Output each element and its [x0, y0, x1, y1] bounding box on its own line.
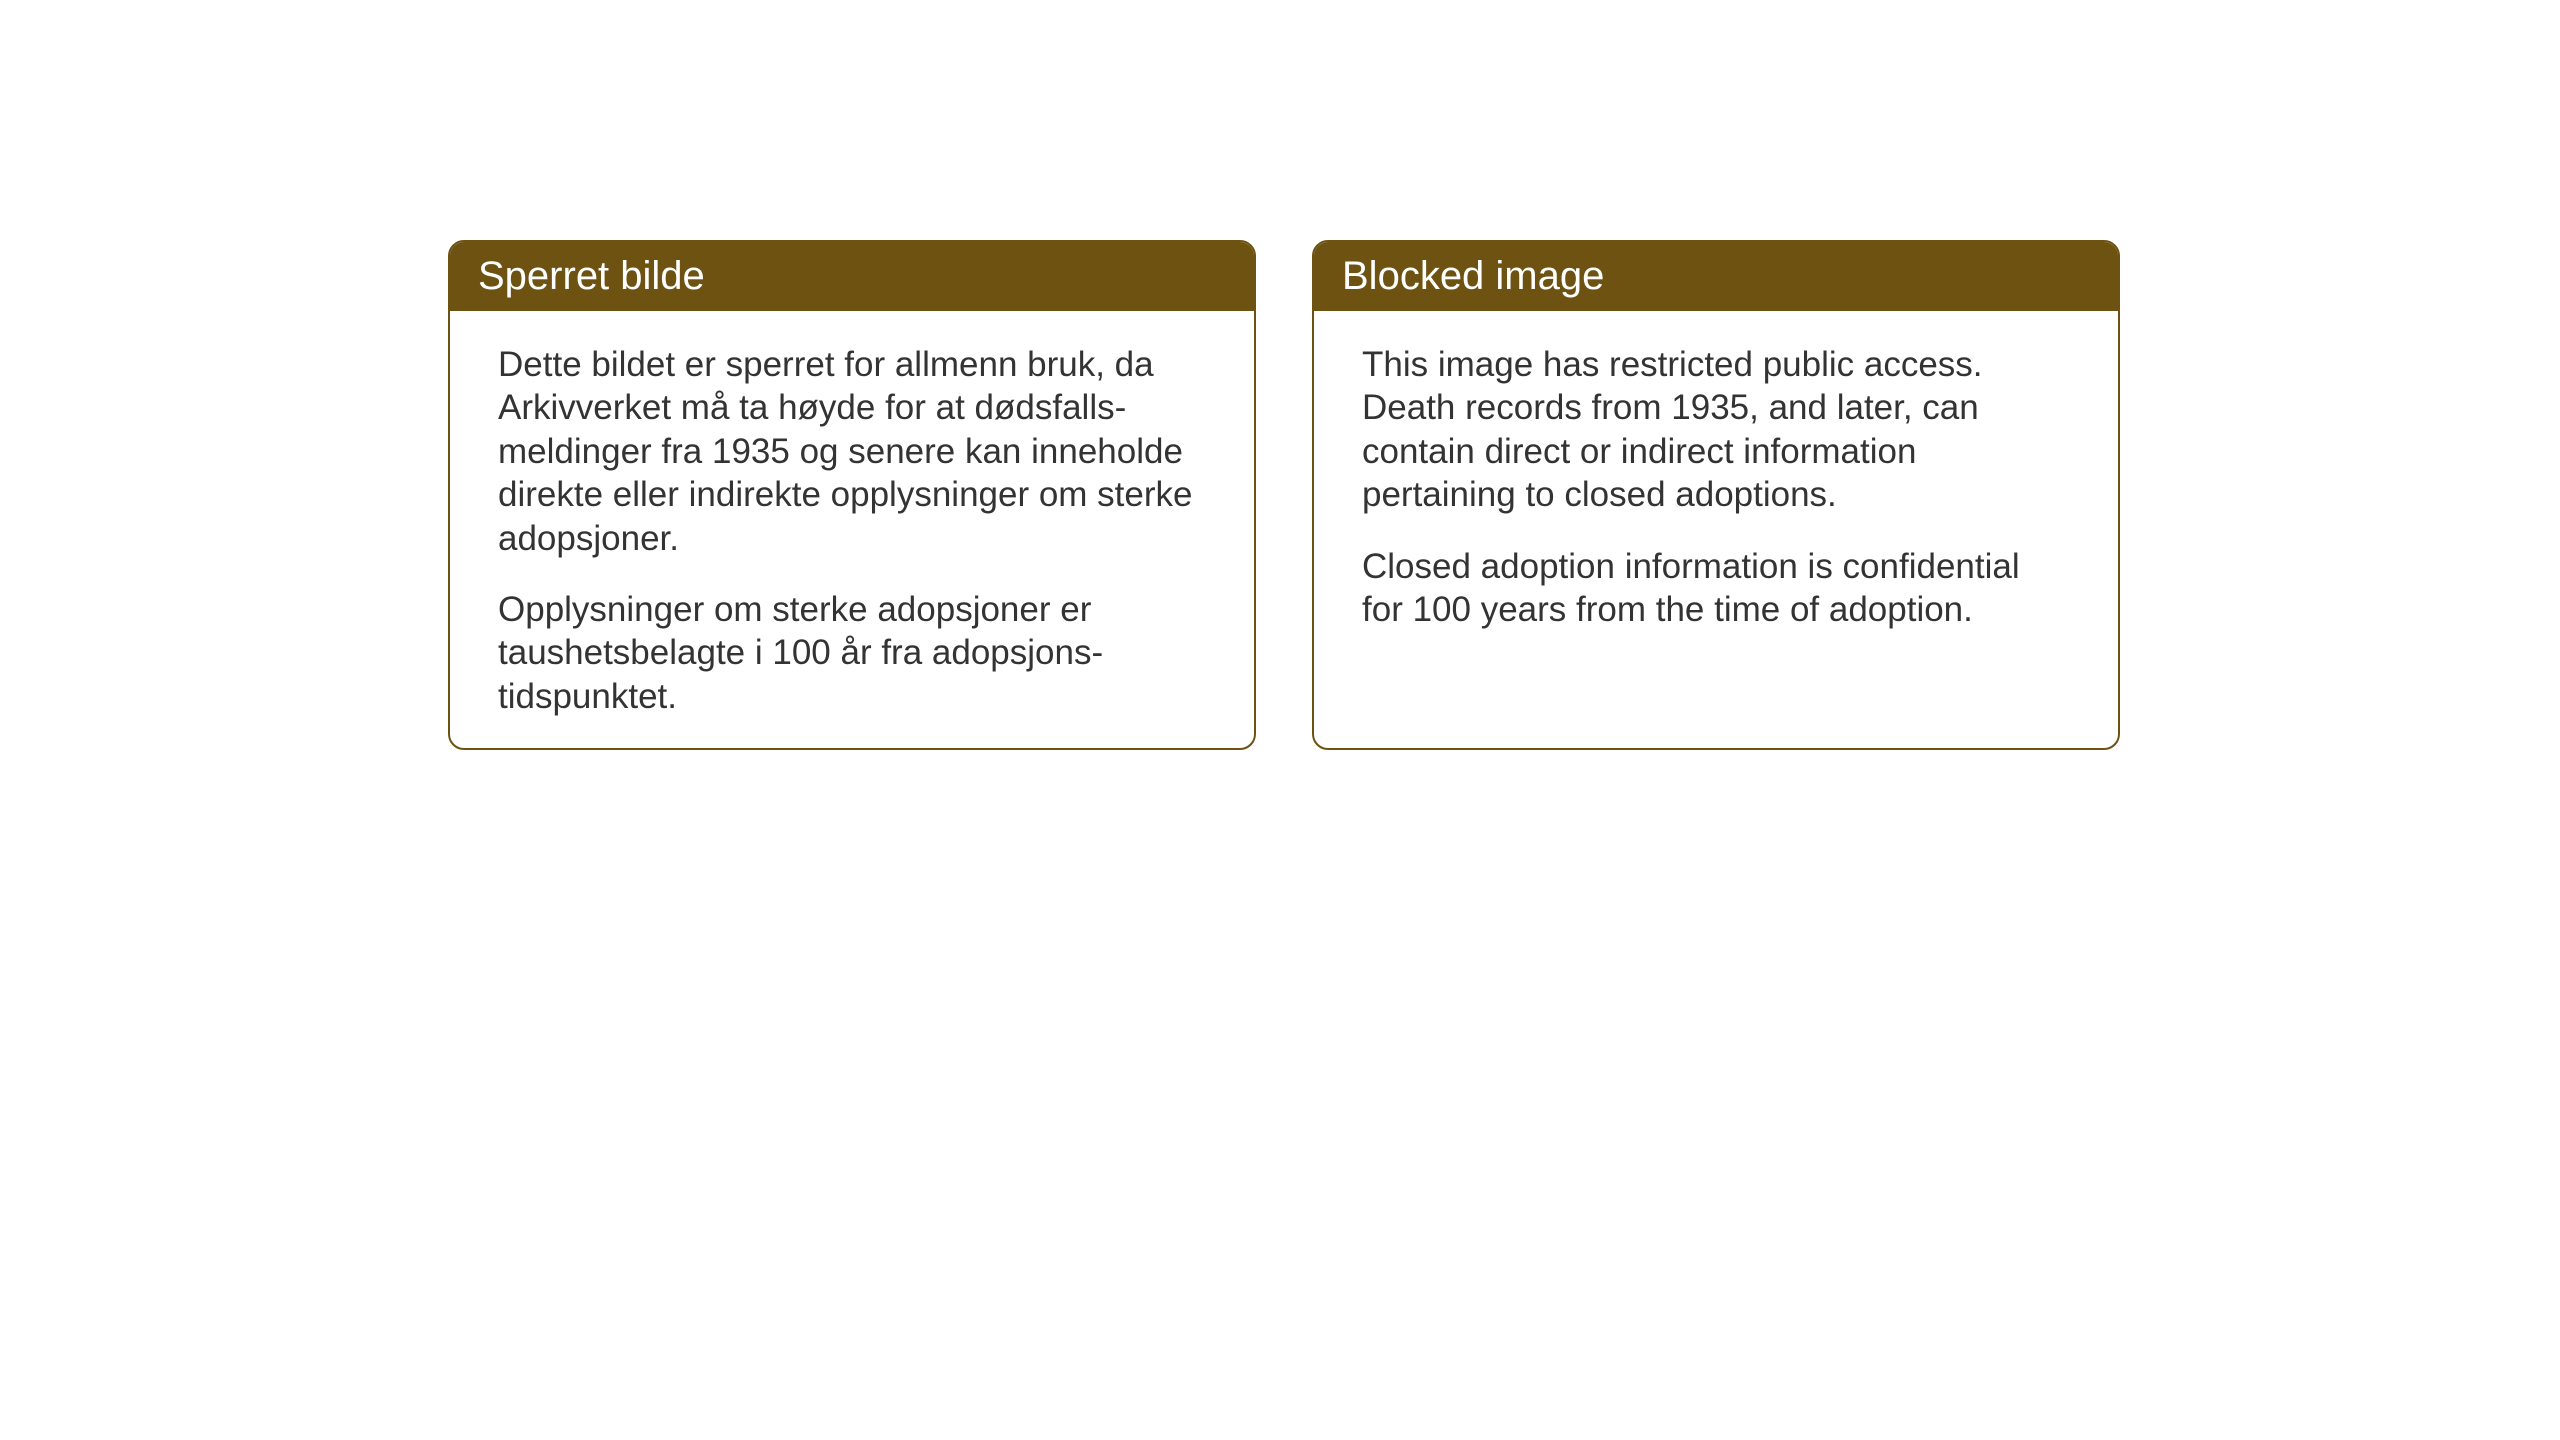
card-paragraph-english-2: Closed adoption information is confident…: [1362, 545, 2070, 632]
notice-card-english: Blocked image This image has restricted …: [1312, 240, 2120, 750]
card-body-english: This image has restricted public access.…: [1314, 311, 2118, 671]
card-title-english: Blocked image: [1342, 254, 1604, 298]
card-paragraph-english-1: This image has restricted public access.…: [1362, 343, 2070, 517]
card-body-norwegian: Dette bildet er sperret for allmenn bruk…: [450, 311, 1254, 750]
card-header-english: Blocked image: [1314, 242, 2118, 311]
notice-card-norwegian: Sperret bilde Dette bildet er sperret fo…: [448, 240, 1256, 750]
card-paragraph-norwegian-1: Dette bildet er sperret for allmenn bruk…: [498, 343, 1206, 560]
card-paragraph-norwegian-2: Opplysninger om sterke adopsjoner er tau…: [498, 588, 1206, 718]
card-header-norwegian: Sperret bilde: [450, 242, 1254, 311]
notice-container: Sperret bilde Dette bildet er sperret fo…: [448, 240, 2120, 750]
card-title-norwegian: Sperret bilde: [478, 254, 705, 298]
